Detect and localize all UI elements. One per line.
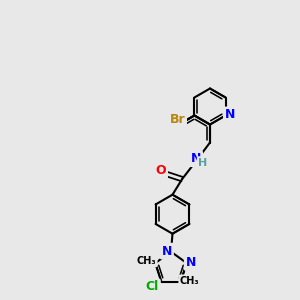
- Text: N: N: [186, 256, 196, 269]
- Text: CH₃: CH₃: [180, 276, 200, 286]
- Text: N: N: [225, 108, 235, 122]
- Text: N: N: [162, 244, 172, 258]
- Text: H: H: [199, 158, 208, 168]
- Text: CH₃: CH₃: [136, 256, 156, 266]
- Text: O: O: [155, 164, 166, 177]
- Text: N: N: [191, 152, 201, 165]
- Text: Cl: Cl: [146, 280, 159, 293]
- Text: Br: Br: [169, 112, 185, 126]
